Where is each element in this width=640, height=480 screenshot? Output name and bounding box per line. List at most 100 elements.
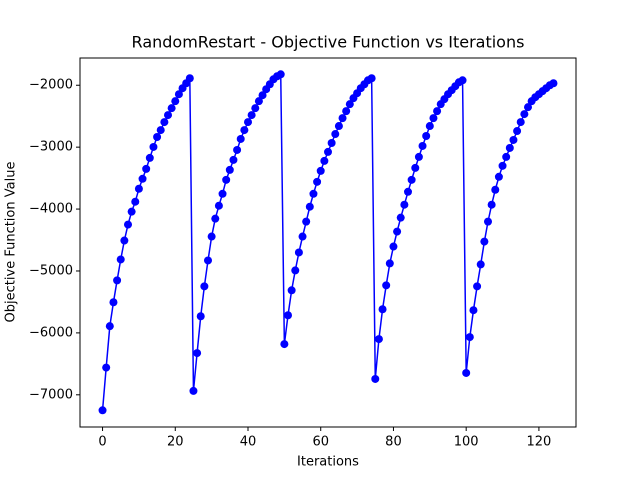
- point: [520, 110, 529, 119]
- point: [327, 139, 336, 148]
- point: [476, 260, 485, 269]
- plot-area: 0 20 40 60 80 100 120 −7000 −6000 −5000 −4000 −3000…: [29, 70, 558, 450]
- point: [516, 118, 525, 127]
- point: [473, 282, 482, 291]
- point: [138, 174, 147, 183]
- point: [374, 335, 383, 344]
- point: [127, 207, 136, 216]
- point: [284, 311, 292, 320]
- point: [505, 143, 514, 152]
- point: [189, 386, 198, 395]
- point: [371, 374, 380, 383]
- point: [131, 197, 140, 206]
- point: [385, 259, 394, 268]
- point: [294, 248, 303, 257]
- point: [240, 126, 249, 135]
- point: [229, 155, 238, 164]
- point: [185, 74, 194, 83]
- point: [382, 281, 391, 290]
- point: [254, 97, 263, 106]
- point: [174, 90, 183, 99]
- point: [302, 217, 311, 226]
- point: [429, 114, 438, 123]
- point: [251, 104, 260, 113]
- x-tick-label: 60: [312, 435, 329, 450]
- point: [524, 103, 532, 112]
- point: [276, 70, 285, 79]
- x-axis-label: Iterations: [297, 455, 359, 470]
- y-tick-label: −5000: [29, 263, 73, 278]
- point: [513, 127, 522, 136]
- point: [171, 97, 180, 106]
- point: [316, 166, 325, 175]
- point: [400, 200, 409, 209]
- point: [124, 220, 132, 229]
- point: [469, 306, 478, 315]
- point: [367, 74, 376, 83]
- point: [218, 189, 227, 198]
- point: [411, 163, 420, 172]
- point: [458, 76, 467, 85]
- point: [407, 175, 416, 184]
- point: [498, 161, 507, 170]
- point: [549, 79, 558, 88]
- point: [236, 134, 245, 143]
- point: [120, 236, 129, 245]
- point: [160, 118, 169, 127]
- point: [378, 305, 387, 314]
- point: [225, 165, 234, 174]
- point: [200, 282, 209, 291]
- point: [222, 175, 231, 184]
- point: [105, 322, 114, 331]
- point: [389, 242, 398, 251]
- y-axis-label: Objective Function Value: [4, 162, 19, 323]
- point: [338, 114, 347, 123]
- y-tick-label: −7000: [29, 387, 73, 402]
- point: [287, 286, 296, 295]
- point: [418, 141, 427, 150]
- point: [502, 152, 511, 161]
- point: [280, 340, 289, 349]
- x-tick-label: 0: [98, 435, 106, 450]
- point: [433, 107, 442, 116]
- point: [309, 189, 318, 198]
- point: [414, 152, 423, 161]
- point: [142, 164, 151, 173]
- point: [509, 135, 518, 144]
- point: [134, 184, 143, 193]
- point: [465, 333, 474, 342]
- point: [320, 156, 329, 165]
- y-tick-label: −6000: [29, 325, 73, 340]
- point: [98, 406, 107, 415]
- point: [204, 256, 212, 265]
- point: [193, 349, 202, 358]
- axes-frame: [79, 57, 577, 428]
- y-tick-label: −2000: [29, 78, 73, 93]
- point: [298, 232, 307, 241]
- point: [324, 147, 332, 156]
- point: [331, 130, 340, 139]
- point: [207, 232, 216, 241]
- point: [345, 100, 354, 109]
- point: [233, 145, 242, 154]
- x-tick-label: 20: [167, 435, 184, 450]
- point: [484, 217, 492, 226]
- point: [393, 227, 402, 236]
- point: [116, 255, 125, 264]
- point: [422, 132, 431, 141]
- y-tick-label: −4000: [29, 202, 73, 217]
- point: [244, 118, 252, 127]
- point: [404, 187, 412, 196]
- chart-title: RandomRestart - Objective Function vs It…: [132, 33, 525, 52]
- x-tick-label: 100: [454, 435, 479, 450]
- point: [334, 122, 343, 131]
- point: [109, 298, 118, 307]
- point: [153, 133, 162, 142]
- point: [214, 201, 223, 210]
- point: [247, 111, 256, 120]
- x-tick-label: 80: [385, 435, 402, 450]
- point: [305, 202, 314, 211]
- point: [425, 122, 434, 131]
